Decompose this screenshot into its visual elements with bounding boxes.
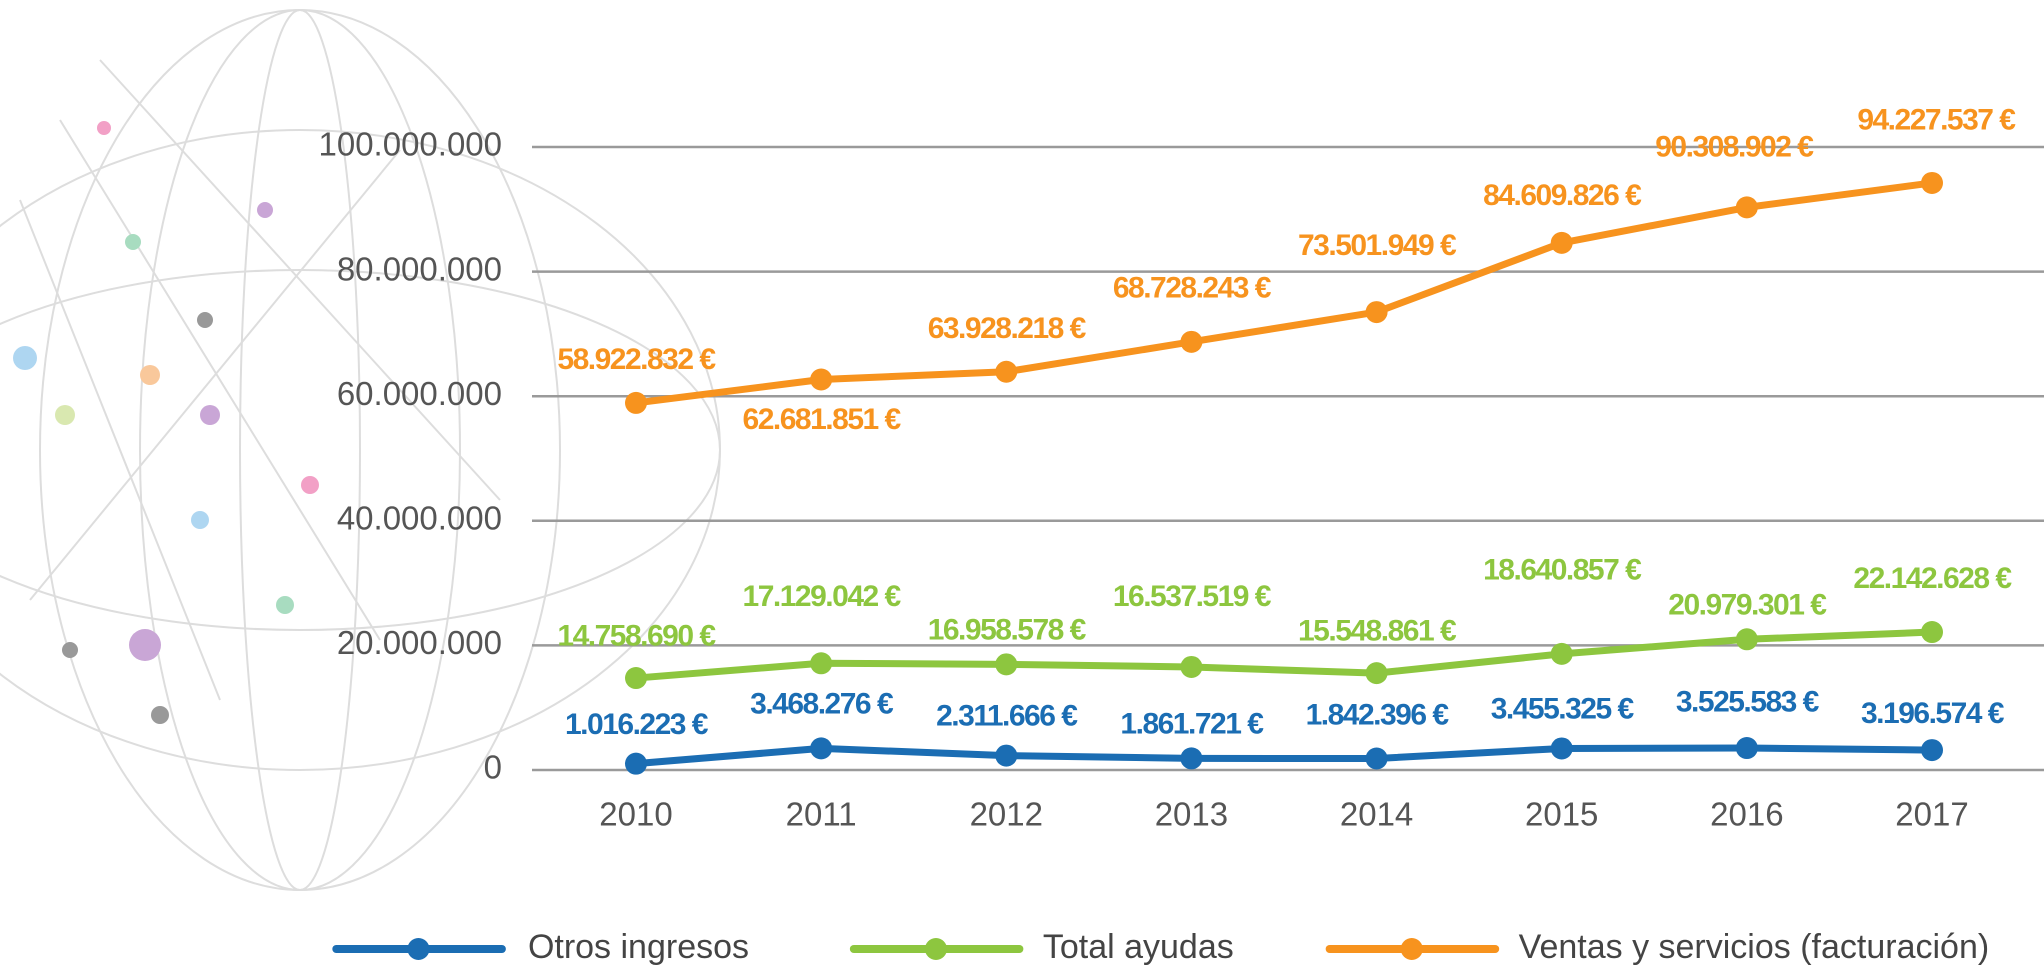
point	[625, 392, 647, 414]
value-label: 3.468.276 €	[750, 687, 894, 720]
point	[1366, 301, 1388, 323]
series-line	[636, 183, 1932, 403]
value-label: 3.196.574 €	[1861, 697, 2005, 730]
legend-label: Total ayudas	[1043, 928, 1234, 966]
point	[995, 361, 1017, 383]
y-tick-label: 80.000.000	[337, 250, 502, 287]
value-label: 58.922.832 €	[557, 343, 716, 376]
y-tick-label: 40.000.000	[337, 500, 502, 537]
chart: 0 20.000.000 40.000.000 60.000.000 80.000.00…	[0, 0, 2044, 969]
point	[1180, 331, 1202, 353]
value-label: 63.928.218 €	[928, 312, 1087, 345]
point	[810, 652, 832, 674]
y-tick-label: 60.000.000	[337, 375, 502, 412]
point	[1366, 748, 1388, 770]
legend-marker	[925, 938, 947, 960]
value-label: 84.609.826 €	[1483, 179, 1642, 212]
point	[995, 745, 1017, 767]
value-label: 18.640.857 €	[1483, 554, 1642, 587]
value-label: 1.842.396 €	[1306, 699, 1450, 732]
point	[1921, 172, 1943, 194]
value-label: 2.311.666 €	[936, 700, 1078, 733]
x-tick-label: 2012	[970, 796, 1043, 833]
y-tick-label: 20.000.000	[337, 624, 502, 661]
legend-label: Ventas y servicios (facturación)	[1519, 928, 1990, 966]
x-tick-label: 2010	[599, 796, 672, 833]
y-tick-label: 100.000.000	[318, 126, 502, 163]
point	[810, 737, 832, 759]
value-label: 20.979.301 €	[1668, 589, 1827, 622]
page: 0 20.000.000 40.000.000 60.000.000 80.000.00…	[0, 0, 2044, 969]
value-label: 62.681.851 €	[743, 403, 902, 436]
value-label: 16.537.519 €	[1113, 580, 1272, 613]
point	[1551, 737, 1573, 759]
value-label: 3.455.325 €	[1491, 693, 1635, 726]
value-label: 3.525.583 €	[1676, 686, 1820, 719]
x-tick-label: 2014	[1340, 796, 1413, 833]
x-tick-label: 2011	[786, 796, 857, 833]
point	[1551, 643, 1573, 665]
legend-marker	[1401, 938, 1423, 960]
point	[1551, 232, 1573, 254]
x-tick-label: 2015	[1525, 796, 1598, 833]
point	[1180, 656, 1202, 678]
point	[1921, 621, 1943, 643]
value-label: 14.758.690 €	[557, 620, 716, 653]
point	[1921, 739, 1943, 761]
point	[625, 667, 647, 689]
point	[1736, 628, 1758, 650]
value-label: 1.016.223 €	[565, 708, 709, 741]
x-tick-label: 2013	[1155, 796, 1228, 833]
value-label: 68.728.243 €	[1113, 272, 1272, 305]
x-tick-label: 2017	[1895, 796, 1968, 833]
value-label: 22.142.628 €	[1853, 562, 2012, 595]
point	[1366, 662, 1388, 684]
value-label: 16.958.578 €	[928, 614, 1087, 647]
value-label: 94.227.537 €	[1857, 104, 2016, 137]
value-label: 1.861.721 €	[1120, 708, 1264, 741]
point	[1736, 737, 1758, 759]
point	[1736, 196, 1758, 218]
point	[810, 368, 832, 390]
y-tick-label: 0	[484, 749, 502, 786]
value-label: 73.501.949 €	[1298, 229, 1457, 262]
value-label: 17.129.042 €	[743, 580, 902, 613]
value-label: 90.308.902 €	[1655, 131, 1814, 164]
legend-marker	[407, 938, 429, 960]
point	[625, 753, 647, 775]
x-tick-label: 2016	[1710, 796, 1783, 833]
value-label: 15.548.861 €	[1298, 615, 1457, 648]
point	[1180, 747, 1202, 769]
legend-label: Otros ingresos	[528, 928, 749, 966]
point	[995, 653, 1017, 675]
